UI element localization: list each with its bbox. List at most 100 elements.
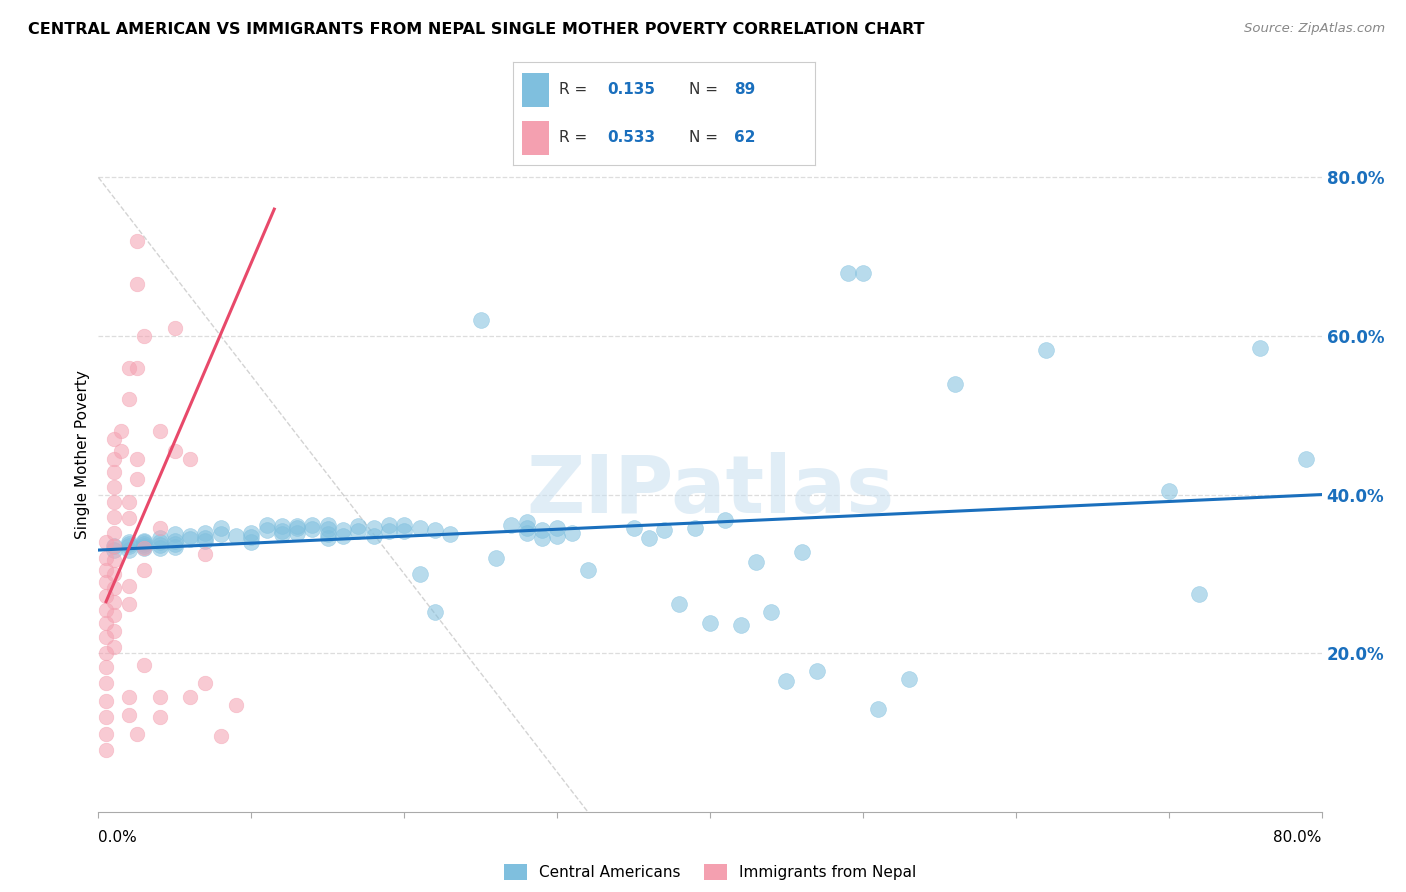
Text: 80.0%: 80.0% xyxy=(1274,830,1322,845)
Point xyxy=(316,531,339,545)
Point xyxy=(118,495,141,509)
Point xyxy=(94,551,117,566)
Point xyxy=(163,533,186,548)
Point xyxy=(240,535,263,549)
Point xyxy=(501,517,523,532)
Point xyxy=(118,511,141,525)
Point xyxy=(163,444,186,458)
Text: ZIPatlas: ZIPatlas xyxy=(526,451,894,530)
Point xyxy=(94,630,117,644)
Point xyxy=(110,444,132,458)
Point xyxy=(110,424,132,438)
Point xyxy=(149,538,172,552)
Point xyxy=(94,602,117,616)
Point xyxy=(652,523,675,537)
Point xyxy=(576,563,599,577)
Point xyxy=(179,451,201,466)
Point xyxy=(94,709,117,723)
Text: CENTRAL AMERICAN VS IMMIGRANTS FROM NEPAL SINGLE MOTHER POVERTY CORRELATION CHAR: CENTRAL AMERICAN VS IMMIGRANTS FROM NEPA… xyxy=(28,22,925,37)
Point xyxy=(408,566,430,581)
Point xyxy=(745,555,768,569)
Text: Source: ZipAtlas.com: Source: ZipAtlas.com xyxy=(1244,22,1385,36)
Point xyxy=(118,360,141,375)
Point xyxy=(1035,343,1057,358)
Point xyxy=(194,676,217,690)
Point xyxy=(209,527,232,541)
Point xyxy=(163,527,186,541)
Point xyxy=(94,563,117,577)
Point xyxy=(301,517,323,532)
Point xyxy=(94,646,117,660)
Point xyxy=(94,727,117,741)
Point xyxy=(94,694,117,708)
Point xyxy=(118,539,141,553)
Text: R =: R = xyxy=(558,81,592,96)
Point xyxy=(163,537,186,551)
FancyBboxPatch shape xyxy=(522,73,550,106)
Point xyxy=(240,525,263,540)
Point xyxy=(94,676,117,690)
Point xyxy=(125,727,148,741)
Point xyxy=(470,313,492,327)
Point xyxy=(347,519,370,533)
Point xyxy=(516,521,538,535)
Point xyxy=(868,701,890,715)
Point xyxy=(134,541,156,556)
Point xyxy=(103,608,125,623)
Point xyxy=(423,605,446,619)
Point xyxy=(837,266,859,280)
Text: 0.533: 0.533 xyxy=(607,130,655,145)
Point xyxy=(699,615,721,630)
Point xyxy=(485,551,508,566)
Point xyxy=(149,541,172,555)
Point xyxy=(714,513,737,527)
Point xyxy=(285,521,308,535)
Point xyxy=(149,531,172,545)
Point xyxy=(103,640,125,654)
Point xyxy=(163,540,186,554)
Point xyxy=(163,321,186,335)
Point xyxy=(240,530,263,544)
Point xyxy=(1249,341,1271,355)
Point xyxy=(118,392,141,407)
Point xyxy=(134,658,156,673)
Point xyxy=(775,673,797,688)
Point xyxy=(285,525,308,540)
Point xyxy=(103,552,125,566)
Point xyxy=(347,524,370,538)
Point xyxy=(790,544,813,558)
Point xyxy=(134,533,156,548)
Point xyxy=(209,521,232,535)
Point xyxy=(134,535,156,549)
Point xyxy=(103,539,125,553)
Point xyxy=(668,597,690,611)
Point xyxy=(118,579,141,593)
Point xyxy=(1188,587,1211,601)
Point xyxy=(134,539,156,553)
Point xyxy=(225,698,247,712)
Point xyxy=(392,524,416,538)
Y-axis label: Single Mother Poverty: Single Mother Poverty xyxy=(75,370,90,540)
Point xyxy=(516,516,538,530)
Point xyxy=(103,525,125,540)
Point xyxy=(285,519,308,533)
Point xyxy=(94,574,117,589)
Point xyxy=(270,519,292,533)
Point xyxy=(149,535,172,549)
Point xyxy=(332,523,354,537)
Point xyxy=(759,605,782,619)
Point xyxy=(103,539,125,553)
Point xyxy=(530,531,553,545)
Point xyxy=(316,517,339,532)
Point xyxy=(118,690,141,704)
Point xyxy=(118,535,141,549)
Point xyxy=(363,529,385,543)
Point xyxy=(103,594,125,608)
Text: 0.0%: 0.0% xyxy=(98,830,138,845)
Point xyxy=(225,529,247,543)
Point xyxy=(194,525,217,540)
Point xyxy=(179,529,201,543)
Point xyxy=(1157,483,1180,498)
Point xyxy=(683,521,706,535)
Point xyxy=(103,543,125,558)
